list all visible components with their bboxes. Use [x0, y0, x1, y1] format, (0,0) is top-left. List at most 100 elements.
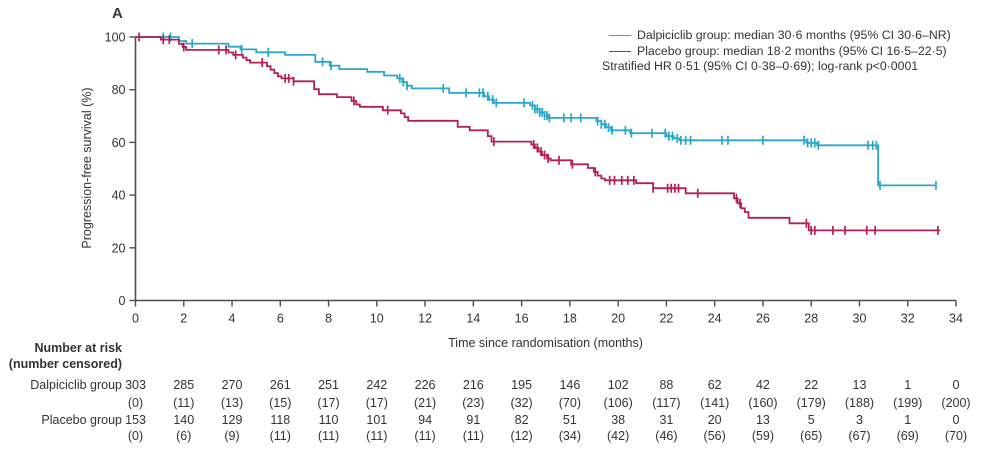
at-risk-value: 0 — [952, 378, 960, 392]
at-risk-value: 195 — [511, 378, 533, 392]
at-risk-value: 5 — [807, 413, 815, 427]
at-risk-value: 88 — [659, 378, 674, 392]
censored-value: (56) — [703, 429, 726, 443]
at-risk-value: 261 — [269, 378, 291, 392]
x-tick-label: 12 — [418, 312, 432, 326]
censored-value: (65) — [800, 429, 823, 443]
censored-value: (69) — [896, 429, 919, 443]
censored-value: (12) — [510, 429, 533, 443]
at-risk-value: 13 — [852, 378, 867, 392]
at-risk-value: 270 — [221, 378, 243, 392]
legend-dalpiciclib-text: Dalpiciclib group: median 30·6 months (9… — [637, 28, 951, 42]
censored-value: (11) — [366, 429, 388, 443]
at-risk-value: 82 — [514, 413, 529, 427]
censored-value: (200) — [941, 396, 971, 410]
censored-value: (21) — [413, 396, 437, 410]
risk-table-subheader: (number censored) — [8, 357, 122, 371]
x-tick-label: 16 — [515, 312, 529, 326]
legend-line-placebo: Placebo group: median 18·2 months (95% C… — [602, 44, 951, 60]
at-risk-value: 1 — [904, 378, 912, 392]
censored-value: (70) — [944, 429, 968, 443]
dalpiciclib-line-swatch — [609, 35, 631, 37]
legend-placebo-text: Placebo group: median 18·2 months (95% C… — [637, 43, 947, 58]
at-risk-value: 102 — [607, 378, 629, 392]
x-tick-label: 14 — [466, 312, 480, 326]
panel-label: A — [112, 5, 123, 22]
dalpiciclib-survival-curve — [135, 36, 936, 187]
x-tick-label: 28 — [804, 312, 818, 326]
at-risk-value: 0 — [952, 413, 960, 427]
at-risk-value: 3 — [855, 413, 863, 427]
censored-value: (11) — [269, 429, 291, 443]
x-tick-label: 26 — [756, 312, 770, 326]
x-tick-label: 34 — [949, 312, 963, 326]
censored-value: (23) — [462, 396, 485, 410]
censored-value: (17) — [317, 396, 340, 410]
censored-value: (32) — [510, 396, 533, 410]
censored-value: (11) — [317, 429, 340, 443]
at-risk-value: 51 — [562, 413, 577, 427]
x-tick-label: 6 — [277, 312, 284, 326]
y-tick-label: 80 — [112, 83, 126, 97]
at-risk-value: 62 — [707, 378, 722, 392]
censored-value: (117) — [652, 396, 681, 410]
at-risk-value: 94 — [418, 413, 433, 427]
y-tick-label: 100 — [105, 31, 126, 45]
censored-value: (199) — [893, 396, 923, 410]
x-tick-label: 22 — [659, 312, 673, 326]
at-risk-value: 42 — [755, 378, 770, 392]
x-tick-label: 10 — [370, 312, 384, 326]
y-tick-label: 40 — [112, 189, 126, 203]
x-tick-label: 18 — [563, 312, 577, 326]
censored-value: (11) — [414, 429, 436, 443]
censored-value: (13) — [220, 396, 244, 410]
censored-value: (70) — [558, 396, 581, 410]
censored-value: (15) — [269, 396, 292, 410]
censored-value: (34) — [558, 429, 581, 443]
censored-value: (0) — [127, 429, 144, 443]
at-risk-value: 101 — [366, 413, 388, 427]
at-risk-value: 1 — [904, 413, 912, 427]
at-risk-value: 13 — [755, 413, 770, 427]
censored-value: (11) — [462, 429, 484, 443]
censored-value: (67) — [848, 429, 871, 443]
censored-value: (42) — [607, 429, 630, 443]
legend-line-dalpiciclib: Dalpiciclib group: median 30·6 months (9… — [602, 28, 951, 44]
at-risk-value: 303 — [125, 378, 146, 392]
y-tick-label: 60 — [112, 136, 126, 150]
censored-value: (141) — [700, 396, 730, 410]
placebo-line-swatch — [609, 50, 631, 52]
censored-value: (6) — [176, 429, 192, 443]
x-tick-label: 24 — [708, 312, 722, 326]
at-risk-value: 140 — [173, 413, 195, 427]
at-risk-value: 146 — [559, 378, 581, 392]
censored-value: (11) — [173, 396, 195, 410]
x-tick-label: 2 — [180, 312, 187, 326]
risk-table-header: Number at risk — [34, 341, 122, 355]
censored-value: (188) — [844, 396, 875, 410]
censored-value: (179) — [796, 396, 826, 410]
at-risk-value: 251 — [318, 378, 339, 392]
y-tick-label: 20 — [112, 241, 126, 255]
censored-value: (17) — [365, 396, 388, 410]
y-tick-label: 0 — [119, 294, 126, 308]
censored-value: (160) — [748, 396, 778, 410]
at-risk-value: 20 — [707, 413, 722, 427]
legend-line-stats: Stratified HR 0·51 (95% CI 0·38–0·69); l… — [602, 59, 951, 75]
at-risk-value: 242 — [366, 378, 388, 392]
legend-stats-text: Stratified HR 0·51 (95% CI 0·38–0·69); l… — [602, 59, 919, 74]
at-risk-value: 31 — [659, 413, 674, 427]
risk-row-label-dalpiciclib: Dalpiciclib group — [30, 378, 122, 392]
at-risk-value: 153 — [125, 413, 146, 427]
at-risk-value: 285 — [173, 378, 195, 392]
x-tick-label: 8 — [325, 312, 332, 326]
at-risk-value: 91 — [466, 413, 481, 427]
censored-value: (0) — [127, 396, 144, 410]
risk-row-label-placebo: Placebo group — [41, 413, 122, 427]
x-tick-label: 32 — [901, 312, 915, 326]
at-risk-value: 38 — [611, 413, 626, 427]
x-tick-label: 4 — [229, 312, 236, 326]
at-risk-value: 118 — [270, 413, 291, 427]
